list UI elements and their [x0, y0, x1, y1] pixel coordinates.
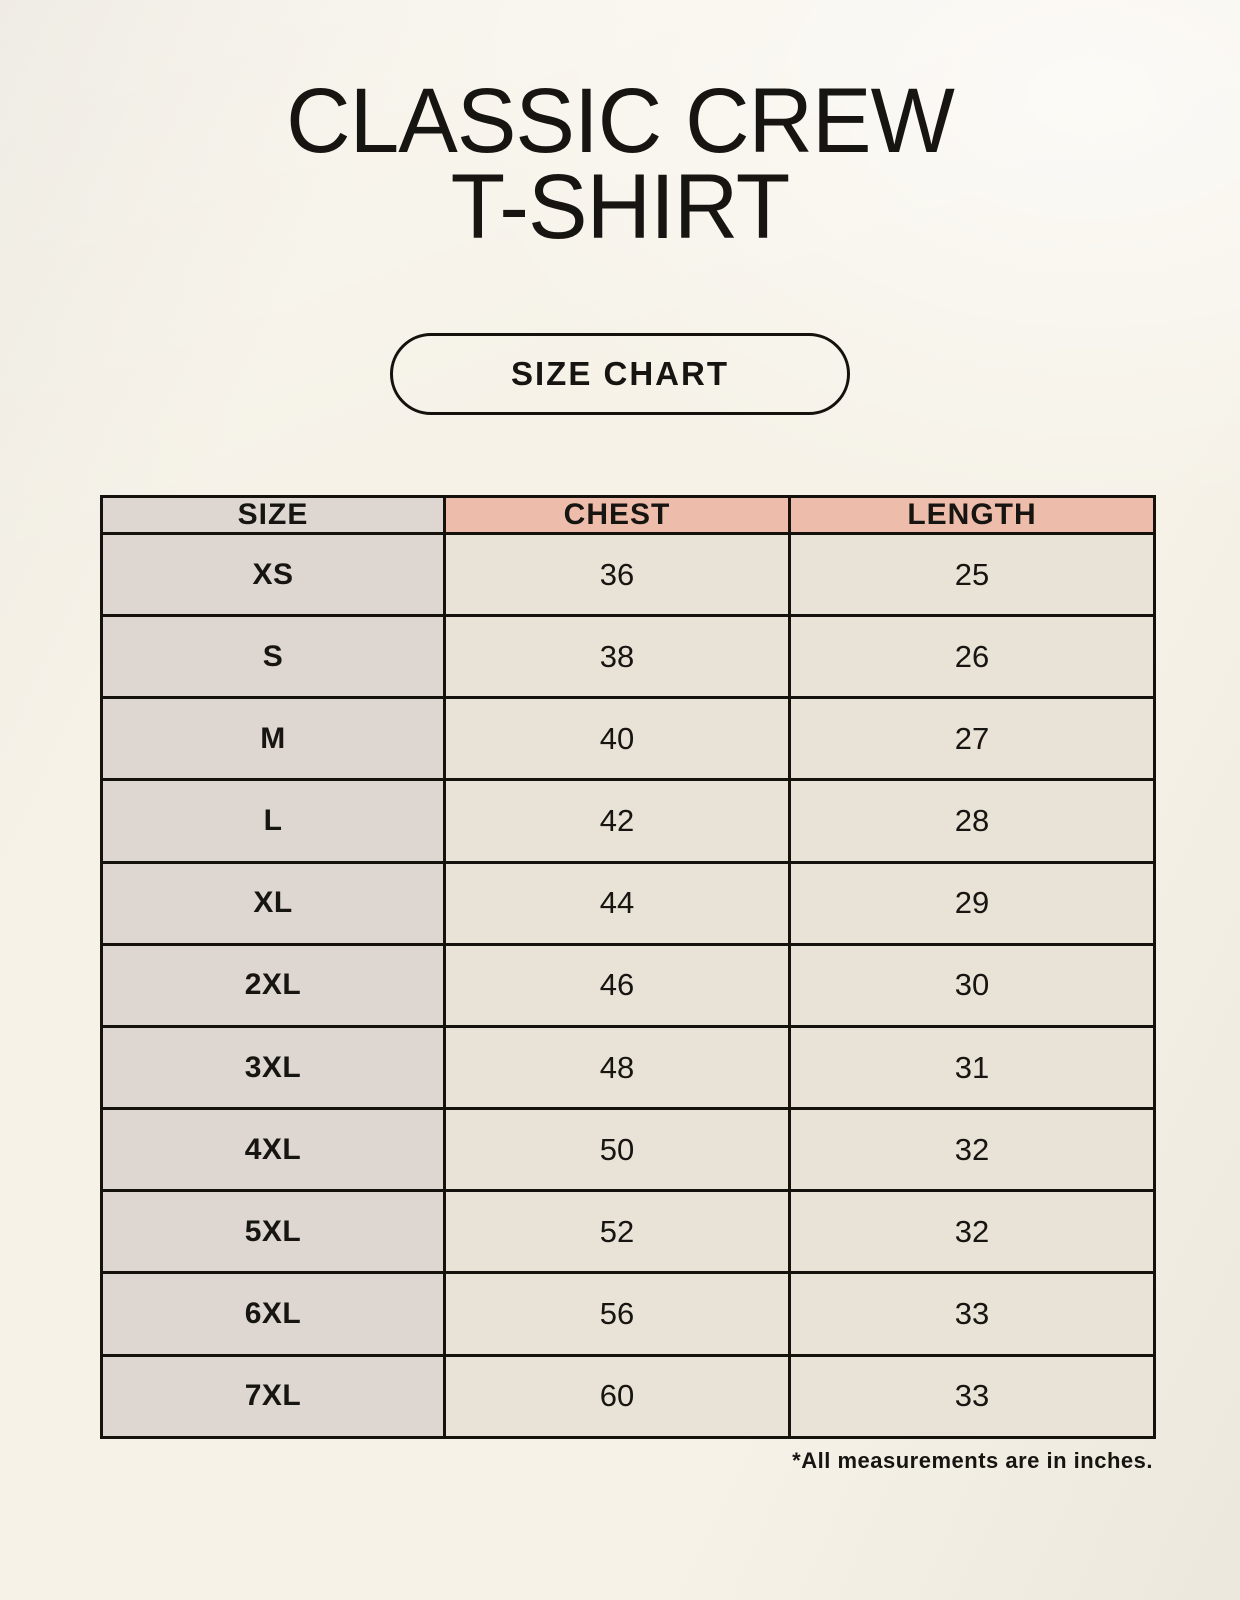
- length-value: 32: [788, 1189, 1156, 1275]
- chest-value: 60: [443, 1353, 791, 1439]
- length-value: 29: [788, 860, 1156, 946]
- size-label: 3XL: [100, 1024, 446, 1111]
- page-title-line1: CLASSIC CREW: [286, 70, 955, 172]
- chest-value: 56: [443, 1271, 791, 1357]
- table-row-m: M 40 27: [100, 696, 1156, 782]
- table-row-2xl: 2XL 46 30: [100, 942, 1156, 1028]
- page-title-line2: T-SHIRT: [450, 156, 791, 259]
- chest-value: 36: [443, 531, 791, 618]
- size-label: 6XL: [100, 1271, 446, 1357]
- table-row-7xl: 7XL 60 33: [100, 1353, 1156, 1439]
- size-label: 4XL: [100, 1107, 446, 1193]
- chest-value: 46: [443, 942, 791, 1028]
- size-chart-button-label: SIZE CHART: [511, 354, 729, 392]
- size-label: XS: [100, 531, 446, 618]
- size-label: L: [100, 778, 446, 864]
- length-value: 33: [788, 1353, 1156, 1439]
- table-row-s: S 38 26: [100, 614, 1156, 700]
- table-row-xs: XS 36 25: [100, 531, 1156, 618]
- chest-value: 52: [443, 1189, 791, 1275]
- chest-value: 42: [443, 778, 791, 864]
- chest-value: 48: [443, 1024, 791, 1111]
- chest-value: 50: [443, 1107, 791, 1193]
- header-length: LENGTH: [788, 494, 1156, 535]
- length-value: 33: [788, 1271, 1156, 1357]
- length-value: 25: [788, 531, 1156, 618]
- chest-value: 40: [443, 696, 791, 782]
- chest-value: 38: [443, 614, 791, 700]
- size-label: 5XL: [100, 1189, 446, 1275]
- header-chest: CHEST: [443, 494, 791, 535]
- size-label: XL: [100, 860, 446, 946]
- table-row-l: L 42 28: [100, 778, 1156, 864]
- length-value: 32: [788, 1107, 1156, 1193]
- size-chart-button[interactable]: SIZE CHART: [390, 332, 850, 415]
- table-row-6xl: 6XL 56 33: [100, 1271, 1156, 1357]
- table-row-3xl: 3XL 48 31: [100, 1024, 1156, 1111]
- size-label: S: [100, 614, 446, 700]
- size-label: 2XL: [100, 942, 446, 1028]
- table-row-4xl: 4XL 50 32: [100, 1107, 1156, 1193]
- page-title: CLASSIC CREW T-SHIRT: [0, 0, 1240, 259]
- table-row-5xl: 5XL 52 32: [100, 1189, 1156, 1275]
- measurements-footnote: *All measurements are in inches.: [792, 1447, 1153, 1473]
- table-header-row: SIZE CHEST LENGTH: [100, 494, 1156, 535]
- header-size: SIZE: [100, 494, 446, 535]
- chest-value: 44: [443, 860, 791, 946]
- length-value: 27: [788, 696, 1156, 782]
- length-value: 26: [788, 614, 1156, 700]
- table-row-xl: XL 44 29: [100, 860, 1156, 946]
- length-value: 28: [788, 778, 1156, 864]
- size-label: 7XL: [100, 1353, 446, 1439]
- size-label: M: [100, 696, 446, 782]
- length-value: 31: [788, 1024, 1156, 1111]
- size-chart-table: SIZE CHEST LENGTH XS 36 25 S 38 26 M 40 …: [100, 494, 1156, 1439]
- length-value: 30: [788, 942, 1156, 1028]
